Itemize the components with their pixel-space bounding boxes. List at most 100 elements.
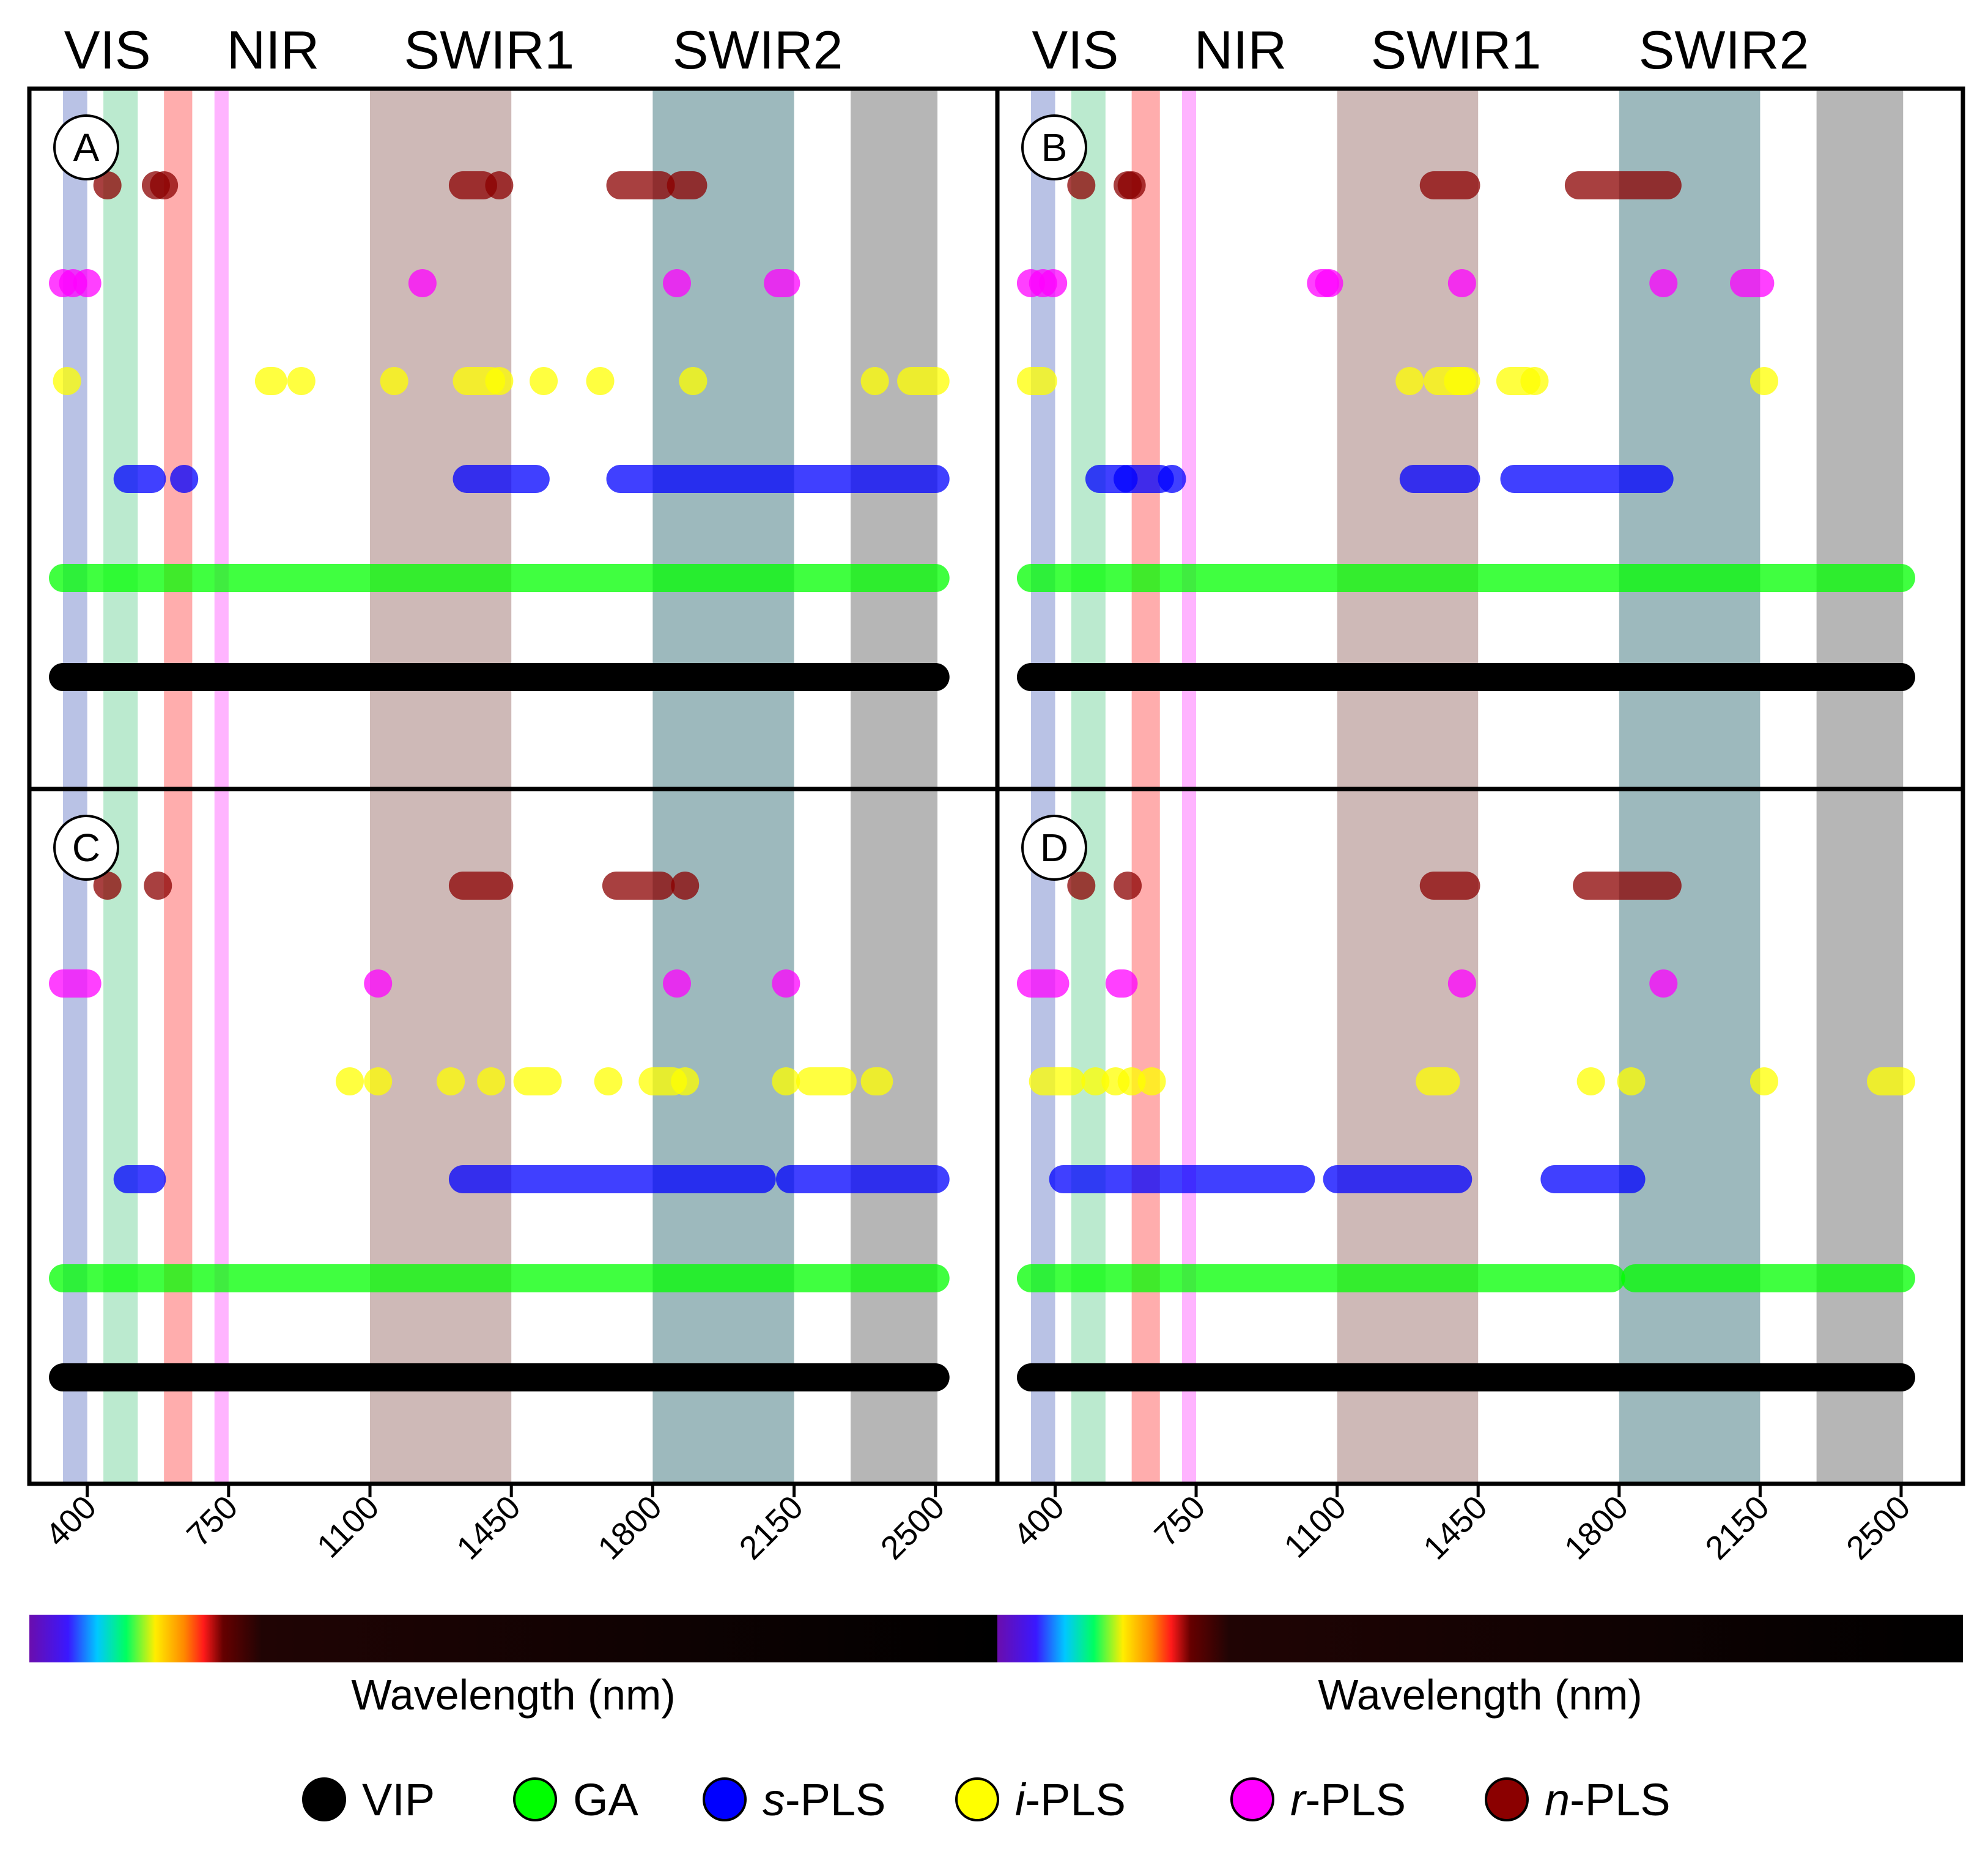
legend-marker	[513, 1777, 557, 1821]
i-pls-mark	[1395, 367, 1424, 395]
n-pls-mark	[1114, 872, 1142, 900]
n-pls-mark	[448, 171, 497, 199]
legend-label: i-PLS	[1015, 1774, 1126, 1825]
vip-mark	[1016, 1363, 1915, 1391]
i-pls-mark	[364, 1067, 393, 1095]
n-pls-mark	[93, 872, 122, 900]
x-tick-label: 1450	[1416, 1489, 1494, 1566]
n-pls-mark	[1419, 872, 1480, 900]
i-pls-mark	[1750, 1067, 1778, 1095]
x-tick-label: 1100	[1277, 1489, 1354, 1565]
wavelength-colorbar	[29, 1615, 997, 1662]
legend-label: s-PLS	[763, 1774, 886, 1825]
i-pls-mark	[860, 367, 889, 395]
r-pls-mark	[772, 969, 800, 998]
spectral-band	[63, 89, 87, 1484]
i-pls-mark	[1617, 1067, 1646, 1095]
ga-mark	[49, 1264, 950, 1292]
legend-item-n-pls: n-PLS	[1485, 1774, 1671, 1825]
i-pls-mark	[860, 1067, 893, 1095]
i-pls-mark	[1444, 367, 1480, 395]
vip-mark	[1016, 663, 1915, 691]
i-pls-mark	[1137, 1067, 1166, 1095]
r-pls-mark	[73, 269, 102, 297]
spectral-band	[1619, 89, 1761, 1484]
panel-label: A	[73, 125, 100, 169]
i-pls-mark	[1576, 1067, 1605, 1095]
s-pls-mark	[1323, 1165, 1473, 1193]
region-label: SWIR1	[1371, 20, 1542, 80]
region-label: SWIR2	[673, 20, 843, 80]
i-pls-mark	[1867, 1067, 1915, 1095]
i-pls-mark	[671, 1067, 700, 1095]
panel-label-circle	[53, 815, 119, 881]
ga-mark	[1016, 1264, 1625, 1292]
s-pls-mark	[606, 465, 950, 493]
selected-wavelength-series	[49, 171, 1915, 1391]
spectral-band	[851, 89, 938, 1484]
region-label: SWIR1	[404, 20, 575, 80]
spectral-band	[1071, 89, 1106, 1484]
s-pls-mark	[170, 465, 199, 493]
i-pls-mark	[586, 367, 615, 395]
n-pls-mark	[1067, 171, 1096, 199]
i-pls-mark	[1750, 367, 1778, 395]
legend-item-s-pls: s-PLS	[703, 1774, 886, 1825]
r-pls-mark	[364, 969, 393, 998]
i-pls-mark	[1081, 1067, 1110, 1095]
spectral-band	[1131, 89, 1160, 1484]
n-pls-mark	[448, 872, 514, 900]
panel-frame	[995, 787, 1965, 1486]
panel-a-series	[49, 171, 950, 691]
legend-marker	[1230, 1777, 1274, 1821]
i-pls-mark	[1520, 367, 1549, 395]
vip-mark	[49, 1363, 950, 1391]
i-pls-mark	[437, 1067, 465, 1095]
s-pls-mark	[1114, 465, 1174, 493]
x-axis-title: Wavelength (nm)	[1318, 1671, 1642, 1719]
i-pls-mark	[897, 367, 950, 395]
spectral-band	[1030, 89, 1055, 1484]
spectral-band	[370, 89, 512, 1484]
x-tick-label: 1800	[591, 1489, 668, 1566]
i-pls-mark	[594, 1067, 623, 1095]
panel-label-circle	[53, 114, 119, 180]
r-pls-mark	[663, 969, 692, 998]
n-pls-mark	[150, 171, 179, 199]
legend-label: r-PLS	[1290, 1774, 1406, 1825]
region-label: NIR	[227, 20, 320, 80]
x-tick-label: 2150	[733, 1489, 810, 1566]
i-pls-mark	[254, 367, 287, 395]
n-pls-mark	[671, 872, 700, 900]
spectral-band	[1337, 89, 1479, 1484]
i-pls-mark	[1016, 367, 1057, 395]
legend-marker	[302, 1777, 346, 1821]
n-pls-mark	[667, 171, 708, 199]
panel-b-series	[1016, 171, 1915, 691]
n-pls-mark	[1117, 171, 1146, 199]
n-pls-mark	[1067, 872, 1096, 900]
panel-label: C	[72, 826, 100, 870]
n-pls-mark	[144, 872, 172, 900]
i-pls-mark	[679, 367, 708, 395]
ga-mark	[49, 564, 950, 592]
r-pls-mark	[1649, 969, 1678, 998]
panel-c-series	[49, 872, 950, 1391]
r-pls-mark	[764, 269, 800, 297]
x-tick-label: 2150	[1698, 1489, 1776, 1566]
legend-label: VIP	[362, 1774, 435, 1825]
legend-item-ga: GA	[513, 1774, 639, 1825]
x-tick-label: 2500	[1839, 1489, 1917, 1566]
region-label: NIR	[1194, 20, 1287, 80]
wavelength-colorbar	[997, 1615, 1963, 1662]
panel-label-circle	[1021, 815, 1087, 881]
n-pls-mark	[1419, 171, 1480, 199]
s-pls-mark	[775, 1165, 950, 1193]
legend-marker	[1485, 1777, 1529, 1821]
r-pls-mark	[1315, 269, 1343, 297]
i-pls-mark	[477, 1067, 506, 1095]
x-tick-label: 400	[1007, 1489, 1071, 1554]
r-pls-mark	[1447, 269, 1476, 297]
s-pls-mark	[113, 1165, 166, 1193]
ga-mark	[1621, 1264, 1915, 1292]
